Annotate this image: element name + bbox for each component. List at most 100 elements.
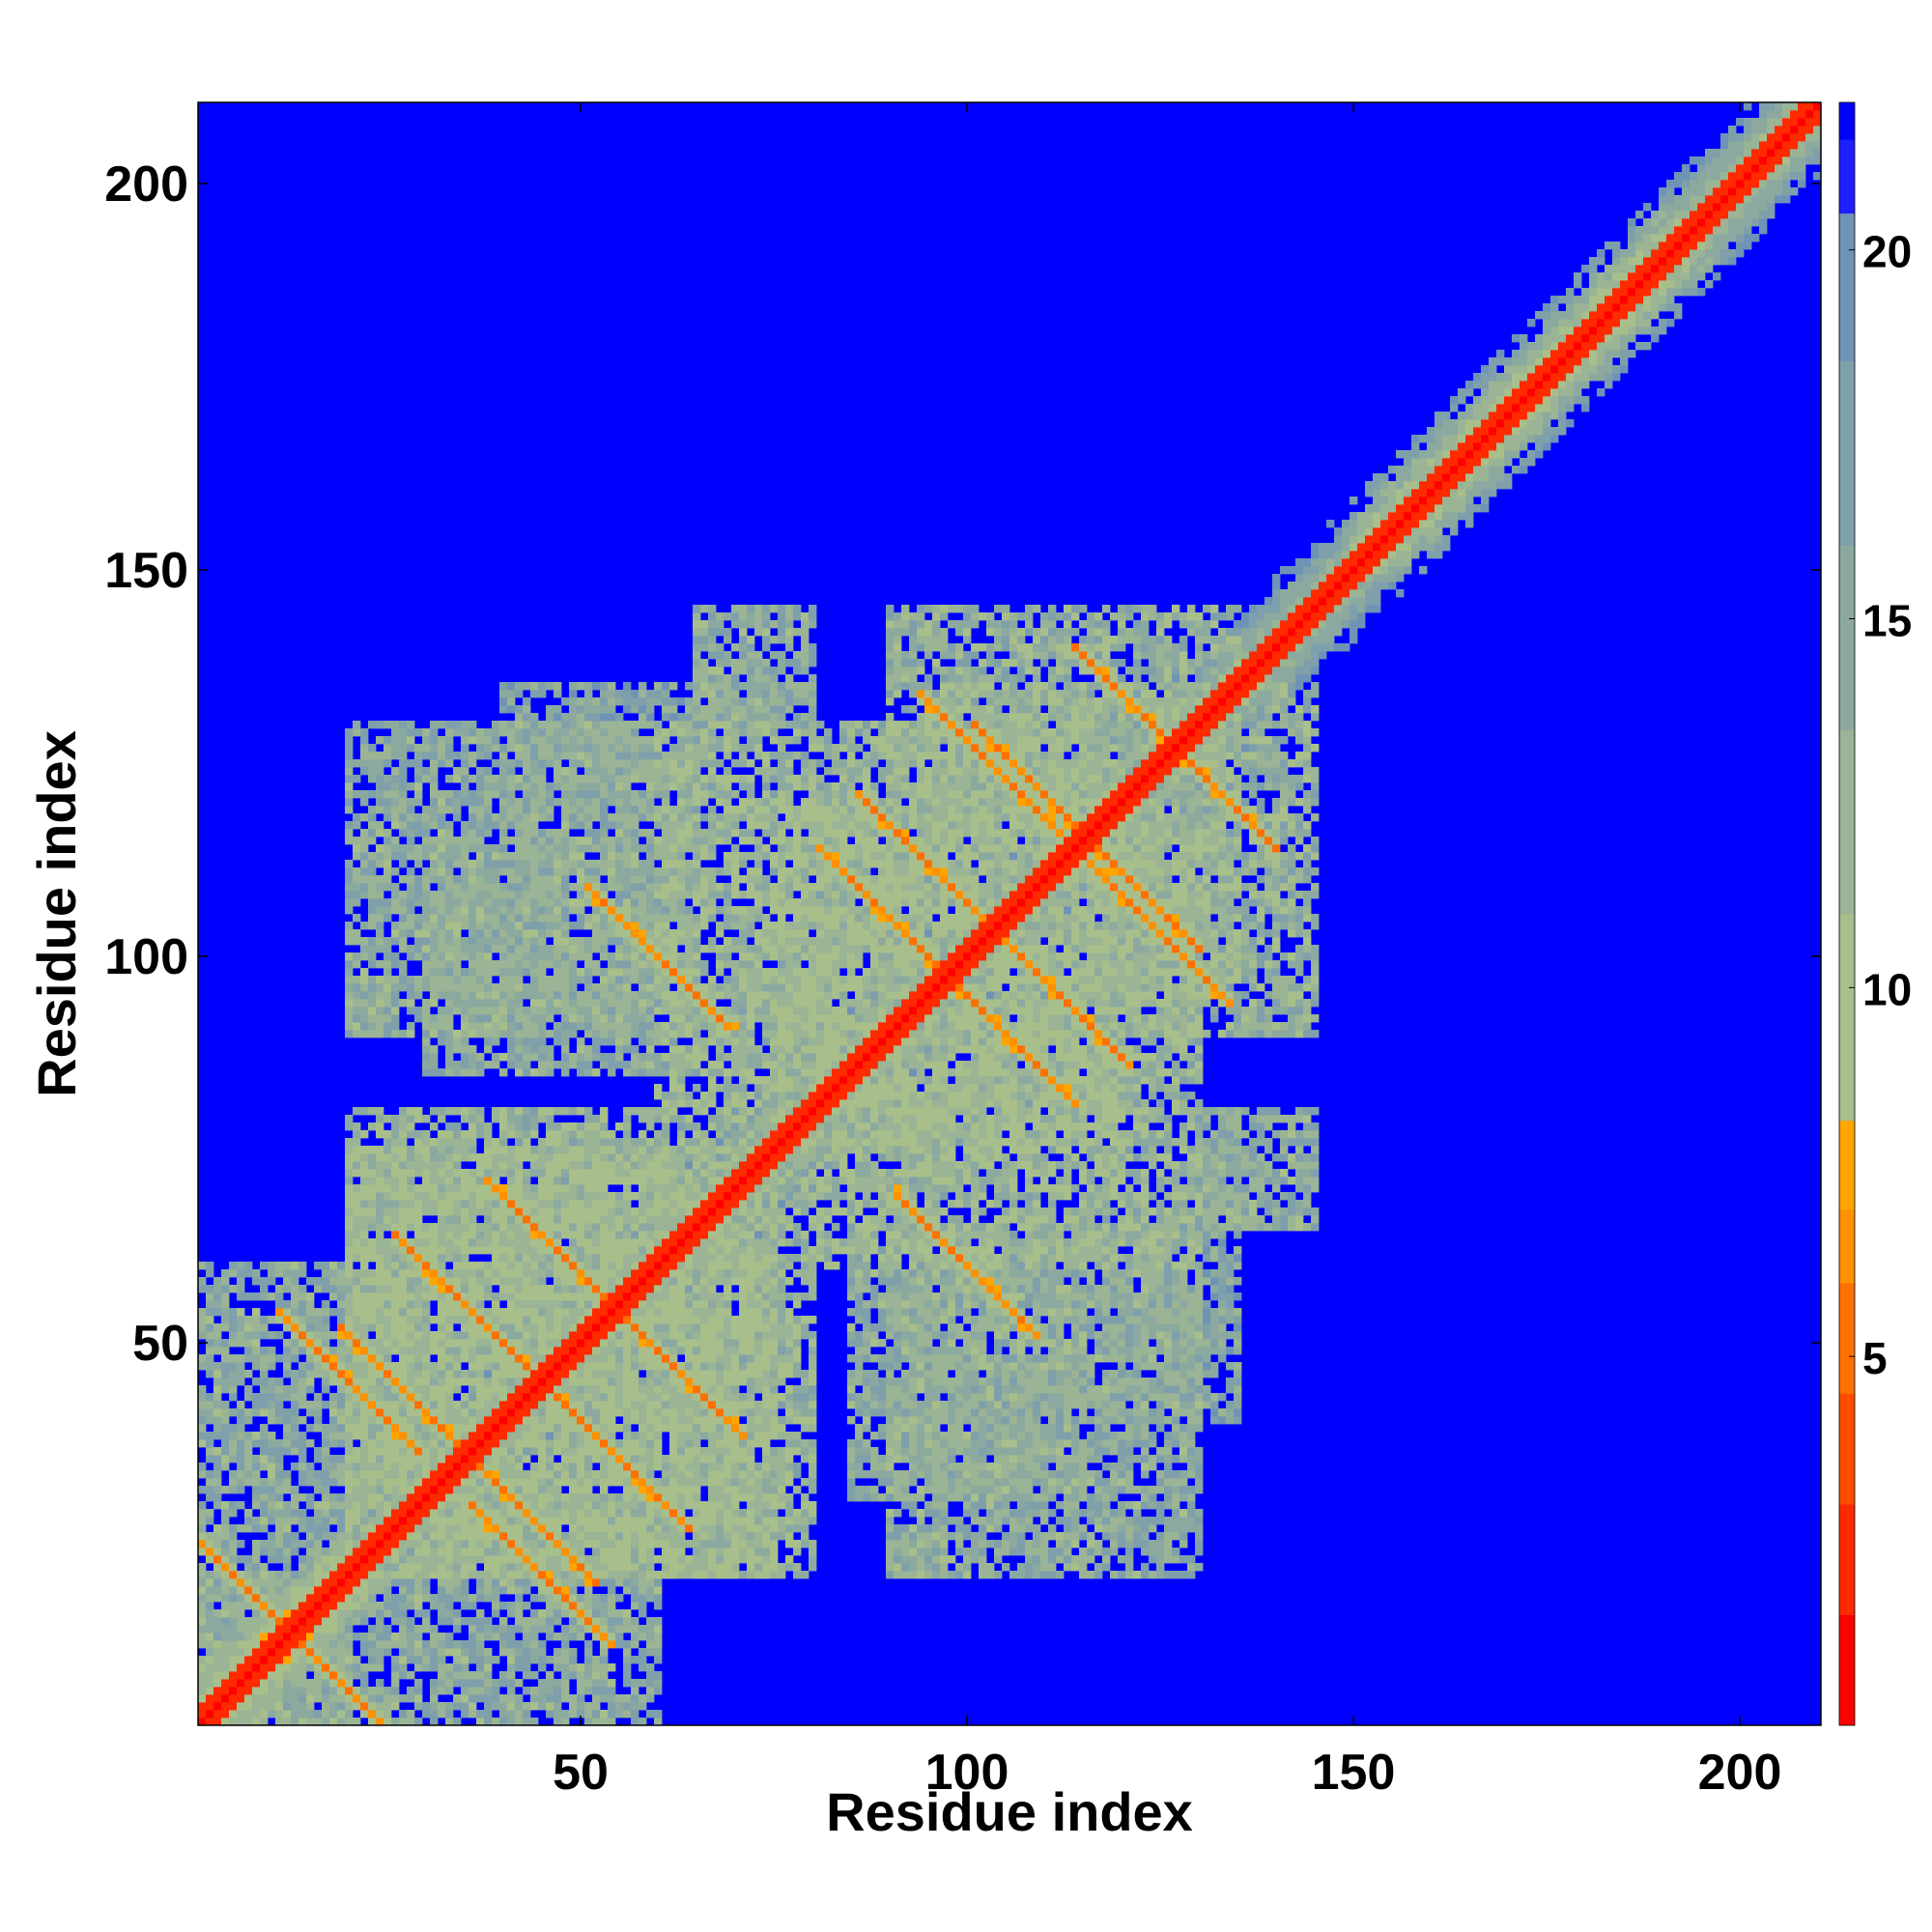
heatmap-cell [569,1385,578,1394]
heatmap-cell [391,1517,400,1525]
heatmap-cell [244,1602,253,1610]
heatmap-cell [523,1370,531,1378]
heatmap-cell [384,860,392,868]
heatmap-cell [538,867,547,876]
heatmap-cell [391,906,400,915]
heatmap-cell [476,1633,485,1641]
heatmap-cell [237,1540,245,1548]
heatmap-cell [492,775,500,783]
heatmap-cell [600,682,609,691]
heatmap-cell [561,1184,570,1193]
heatmap-cell [213,1640,222,1649]
heatmap-cell [360,1300,369,1309]
heatmap-cell [569,1007,578,1015]
heatmap-cell [561,1308,570,1317]
heatmap-cell [584,1656,593,1664]
heatmap-cell [353,1524,361,1533]
heatmap-cell [608,867,616,876]
heatmap-cell [584,782,593,791]
heatmap-cell [484,883,493,892]
heatmap-cell [523,1540,531,1548]
heatmap-cell [592,813,601,822]
heatmap-cell [484,736,493,745]
heatmap-cell [298,1416,307,1425]
heatmap-cell [569,1169,578,1178]
heatmap-cell [546,1184,554,1193]
heatmap-cell [461,1045,469,1054]
heatmap-cell [376,1439,384,1448]
heatmap-cell [608,1710,616,1719]
heatmap-cell [368,860,377,868]
heatmap-cell [360,937,369,946]
heatmap-cell [561,1277,570,1286]
heatmap-cell [322,1385,330,1394]
heatmap-cell [538,1687,547,1695]
heatmap-cell [422,1347,431,1355]
heatmap-cell [523,1439,531,1448]
heatmap-cell [391,1470,400,1479]
heatmap-cell [206,1262,214,1270]
heatmap-cell [422,968,431,977]
heatmap-cell [554,1594,562,1603]
heatmap-cell [422,1656,431,1664]
heatmap-cell [198,1262,207,1270]
heatmap-cell [345,1408,354,1417]
heatmap-cell [360,1161,369,1170]
heatmap-cell [499,1277,508,1286]
heatmap-cell [229,1687,238,1695]
heatmap-cell [554,1401,562,1409]
heatmap-cell [507,1563,516,1572]
heatmap-cell [608,1146,616,1154]
heatmap-cell [577,1169,585,1178]
heatmap-cell [476,798,485,807]
heatmap-cell [492,1594,500,1603]
heatmap-cell [206,1671,214,1680]
heatmap-cell [469,1146,477,1154]
heatmap-cell [221,1408,230,1417]
heatmap-cell [600,1718,609,1726]
heatmap-cell [577,1107,585,1116]
heatmap-cell [492,1656,500,1664]
heatmap-cell [554,767,562,776]
heatmap-cell [476,1540,485,1548]
heatmap-cell [430,1679,439,1688]
heatmap-cell [430,1432,439,1440]
heatmap-cell [453,945,462,953]
heatmap-cell [353,1277,361,1286]
heatmap-cell [260,1633,269,1641]
heatmap-cell [337,1416,346,1425]
heatmap-cell [592,1331,601,1340]
heatmap-cell [213,1463,222,1471]
heatmap-cell [384,752,392,760]
heatmap-cell [237,1478,245,1487]
heatmap-cell [577,1501,585,1510]
heatmap-cell [391,1718,400,1726]
heatmap-cell [384,813,392,822]
heatmap-cell [476,976,485,984]
heatmap-cell [291,1694,299,1703]
heatmap-cell [530,1439,539,1448]
heatmap-cell [492,1169,500,1178]
heatmap-cell [538,1323,547,1332]
heatmap-cell [600,1007,609,1015]
heatmap-cell [430,991,439,1000]
heatmap-cell [298,1586,307,1595]
heatmap-cell [384,1177,392,1185]
heatmap-cell [469,1594,477,1603]
heatmap-cell [453,1656,462,1664]
heatmap-cell [469,1463,477,1471]
heatmap-cell [515,1486,524,1494]
heatmap-cell [391,1208,400,1216]
heatmap-cell [453,1586,462,1595]
heatmap-cell [206,1548,214,1556]
heatmap-cell [314,1447,323,1456]
heatmap-cell [430,767,439,776]
heatmap-cell [198,1408,207,1417]
heatmap-cell [608,1501,616,1510]
heatmap-cell [469,1053,477,1062]
heatmap-cell [492,1486,500,1494]
heatmap-cell [538,1578,547,1587]
heatmap-cell [608,1161,616,1170]
heatmap-cell [345,1532,354,1541]
heatmap-cell [499,1231,508,1239]
